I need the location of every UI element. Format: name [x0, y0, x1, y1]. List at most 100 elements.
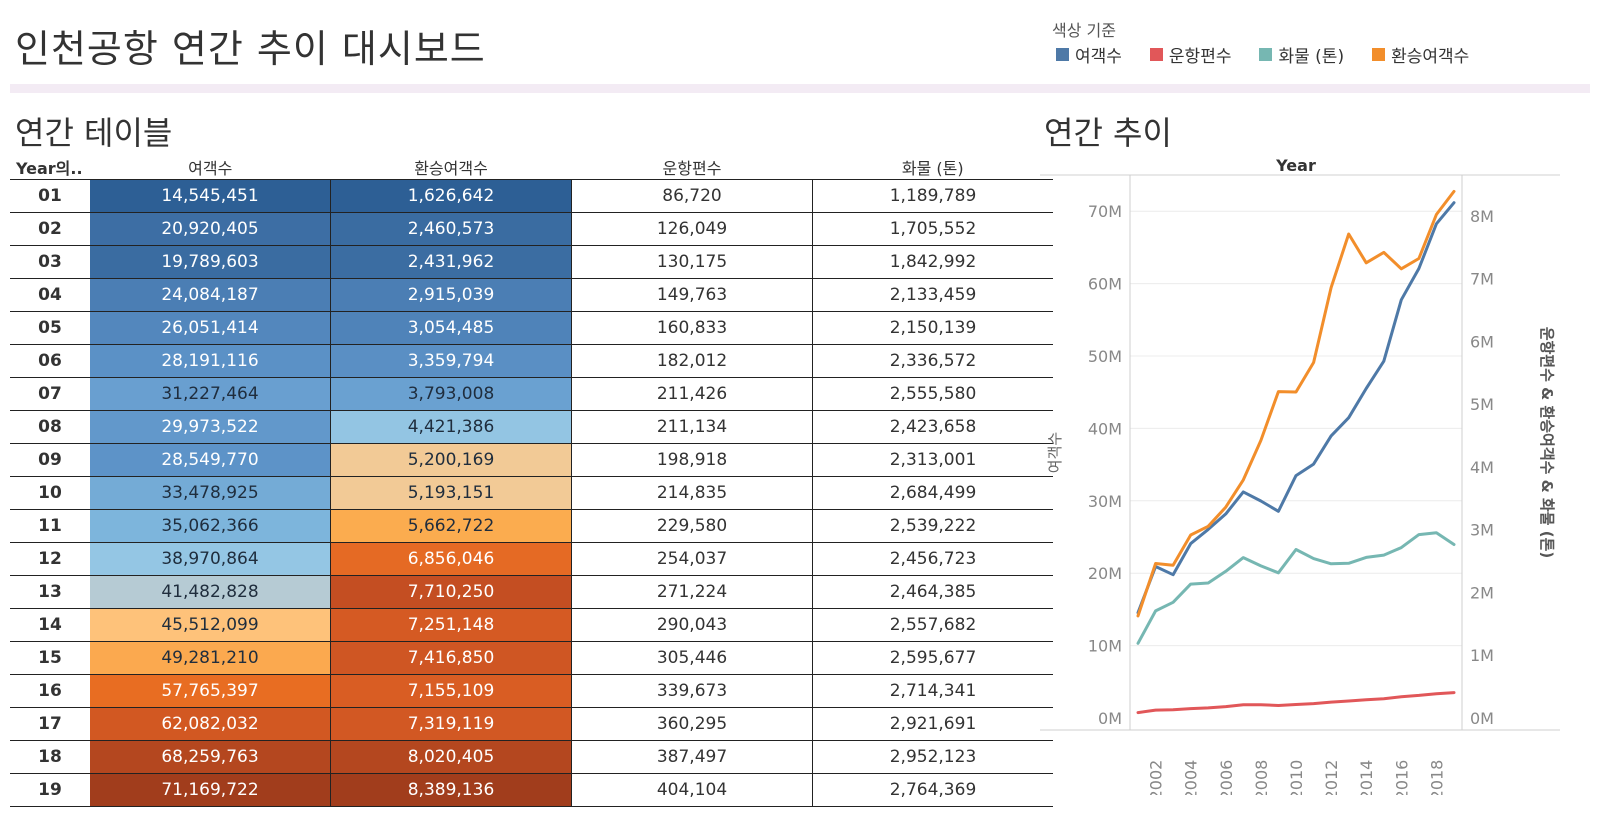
- annual-trend-chart: Year 0M 10M 20M 30M 40M 50M 60M 70M 0M 1M 2M 3M 4M 5M 6…: [1040, 156, 1560, 795]
- table-cell-cargo: 2,539,222: [812, 509, 1053, 543]
- table-cell-flights: 387,497: [571, 740, 813, 774]
- table-cell-passengers: 28,549,770: [90, 443, 331, 477]
- legend-item-passengers[interactable]: 여객수: [1056, 42, 1122, 67]
- table-header-row: Year의.. 여객수 환승여객수 운항편수 화물 (톤): [10, 155, 1053, 180]
- table-row[interactable]: 03 19,789,603 2,431,962 130,175 1,842,992: [10, 245, 1053, 279]
- table-cell-passengers: 33,478,925: [90, 476, 331, 510]
- y-tick-label: 20M: [1088, 564, 1122, 583]
- table-row[interactable]: 04 24,084,187 2,915,039 149,763 2,133,459: [10, 278, 1053, 312]
- table-cell-passengers: 62,082,032: [90, 707, 331, 741]
- table-cell-year: 13: [10, 575, 90, 609]
- y-tick-label: 60M: [1088, 275, 1122, 294]
- table-cell-transfer: 7,710,250: [330, 575, 572, 609]
- table-cell-flights: 290,043: [571, 608, 813, 642]
- legend-swatch: [1149, 48, 1163, 61]
- table-cell-transfer: 8,389,136: [330, 773, 572, 807]
- table-cell-passengers: 28,191,116: [90, 344, 331, 378]
- table-row[interactable]: 13 41,482,828 7,710,250 271,224 2,464,385: [10, 575, 1053, 609]
- table-row[interactable]: 15 49,281,210 7,416,850 305,446 2,595,677: [10, 641, 1053, 675]
- y2-tick-label: 7M: [1470, 270, 1494, 289]
- table-row[interactable]: 14 45,512,099 7,251,148 290,043 2,557,682: [10, 608, 1053, 642]
- legend-item-transfer[interactable]: 환승여객수: [1372, 42, 1469, 67]
- table-cell-flights: 254,037: [571, 542, 813, 576]
- table-cell-passengers: 29,973,522: [90, 410, 331, 444]
- y2-tick-label: 8M: [1470, 207, 1494, 226]
- chart-section-title: 연간 추이: [1044, 114, 1172, 152]
- table-cell-flights: 360,295: [571, 707, 813, 741]
- table-cell-year: 08: [10, 410, 90, 444]
- table-row[interactable]: 06 28,191,116 3,359,794 182,012 2,336,572: [10, 344, 1053, 378]
- table-row[interactable]: 11 35,062,366 5,662,722 229,580 2,539,222: [10, 509, 1053, 543]
- y-tick-label: 10M: [1088, 637, 1122, 656]
- annual-table: Year의.. 여객수 환승여객수 운항편수 화물 (톤) 01 14,545,4…: [10, 155, 1053, 807]
- table-row[interactable]: 07 31,227,464 3,793,008 211,426 2,555,580: [10, 377, 1053, 411]
- table-row[interactable]: 19 71,169,722 8,389,136 404,104 2,764,369: [10, 773, 1053, 807]
- table-cell-transfer: 2,460,573: [330, 212, 572, 246]
- series-line-3: [1136, 189, 1456, 618]
- table-cell-flights: 126,049: [571, 212, 813, 246]
- column-header-year[interactable]: Year의..: [16, 159, 83, 178]
- table-row[interactable]: 08 29,973,522 4,421,386 211,134 2,423,658: [10, 410, 1053, 444]
- table-row[interactable]: 17 62,082,032 7,319,119 360,295 2,921,691: [10, 707, 1053, 741]
- legend-item-cargo[interactable]: 화물 (톤): [1259, 42, 1344, 67]
- table-cell-cargo: 2,764,369: [812, 773, 1053, 807]
- table-cell-flights: 214,835: [571, 476, 813, 510]
- column-header-transfer[interactable]: 환승여객수: [414, 159, 488, 178]
- series-line-2: [1136, 531, 1456, 645]
- table-cell-transfer: 5,662,722: [330, 509, 572, 543]
- x-tick-label: 2004: [1182, 760, 1201, 795]
- table-row[interactable]: 02 20,920,405 2,460,573 126,049 1,705,552: [10, 212, 1053, 246]
- table-cell-year: 16: [10, 674, 90, 708]
- table-cell-year: 06: [10, 344, 90, 378]
- table-cell-transfer: 2,915,039: [330, 278, 572, 312]
- legend-label: 환승여객수: [1391, 47, 1470, 67]
- legend-title: 색상 기준: [1052, 21, 1116, 40]
- legend-swatch: [1372, 48, 1386, 61]
- table-cell-cargo: 2,464,385: [812, 575, 1053, 609]
- table-cell-year: 17: [10, 707, 90, 741]
- table-cell-year: 01: [10, 179, 90, 213]
- column-header-flights[interactable]: 운항편수: [662, 159, 722, 178]
- table-cell-year: 03: [10, 245, 90, 279]
- table-row[interactable]: 05 26,051,414 3,054,485 160,833 2,150,139: [10, 311, 1053, 345]
- y-axis-title: 여객수: [1046, 432, 1064, 473]
- table-cell-passengers: 71,169,722: [90, 773, 331, 807]
- x-tick-label: 2016: [1392, 760, 1411, 795]
- table-cell-year: 15: [10, 641, 90, 675]
- table-row[interactable]: 18 68,259,763 8,020,405 387,497 2,952,123: [10, 740, 1053, 774]
- table-cell-year: 05: [10, 311, 90, 345]
- table-cell-cargo: 2,133,459: [812, 278, 1053, 312]
- table-row[interactable]: 01 14,545,451 1,626,642 86,720 1,189,789: [10, 179, 1053, 213]
- table-row[interactable]: 16 57,765,397 7,155,109 339,673 2,714,341: [10, 674, 1053, 708]
- table-section-title: 연간 테이블: [15, 114, 173, 152]
- header-divider: [10, 84, 1590, 93]
- table-cell-flights: 305,446: [571, 641, 813, 675]
- table-cell-year: 19: [10, 773, 90, 807]
- table-cell-flights: 130,175: [571, 245, 813, 279]
- x-tick-label: 2008: [1252, 760, 1271, 795]
- table-cell-transfer: 7,319,119: [330, 707, 572, 741]
- x-tick-label: 2002: [1147, 760, 1166, 795]
- table-cell-transfer: 8,020,405: [330, 740, 572, 774]
- table-cell-transfer: 7,416,850: [330, 641, 572, 675]
- series-line-0: [1136, 201, 1456, 615]
- table-cell-transfer: 5,193,151: [330, 476, 572, 510]
- table-cell-passengers: 20,920,405: [90, 212, 331, 246]
- y-tick-label: 70M: [1088, 202, 1122, 221]
- table-cell-transfer: 3,793,008: [330, 377, 572, 411]
- column-header-passengers[interactable]: 여객수: [188, 159, 233, 178]
- table-cell-flights: 271,224: [571, 575, 813, 609]
- y-tick-label: 0M: [1098, 709, 1122, 728]
- legend-item-flights[interactable]: 운항편수: [1149, 42, 1231, 67]
- table-row[interactable]: 10 33,478,925 5,193,151 214,835 2,684,499: [10, 476, 1053, 510]
- table-row[interactable]: 12 38,970,864 6,856,046 254,037 2,456,723: [10, 542, 1053, 576]
- table-row[interactable]: 09 28,549,770 5,200,169 198,918 2,313,001: [10, 443, 1053, 477]
- table-cell-transfer: 1,626,642: [330, 179, 572, 213]
- x-tick-label: 2010: [1287, 760, 1306, 795]
- table-cell-cargo: 2,595,677: [812, 641, 1053, 675]
- table-cell-passengers: 19,789,603: [90, 245, 331, 279]
- table-cell-flights: 404,104: [571, 773, 813, 807]
- table-cell-cargo: 1,189,789: [812, 179, 1053, 213]
- table-cell-cargo: 2,456,723: [812, 542, 1053, 576]
- column-header-cargo[interactable]: 화물 (톤): [901, 159, 964, 178]
